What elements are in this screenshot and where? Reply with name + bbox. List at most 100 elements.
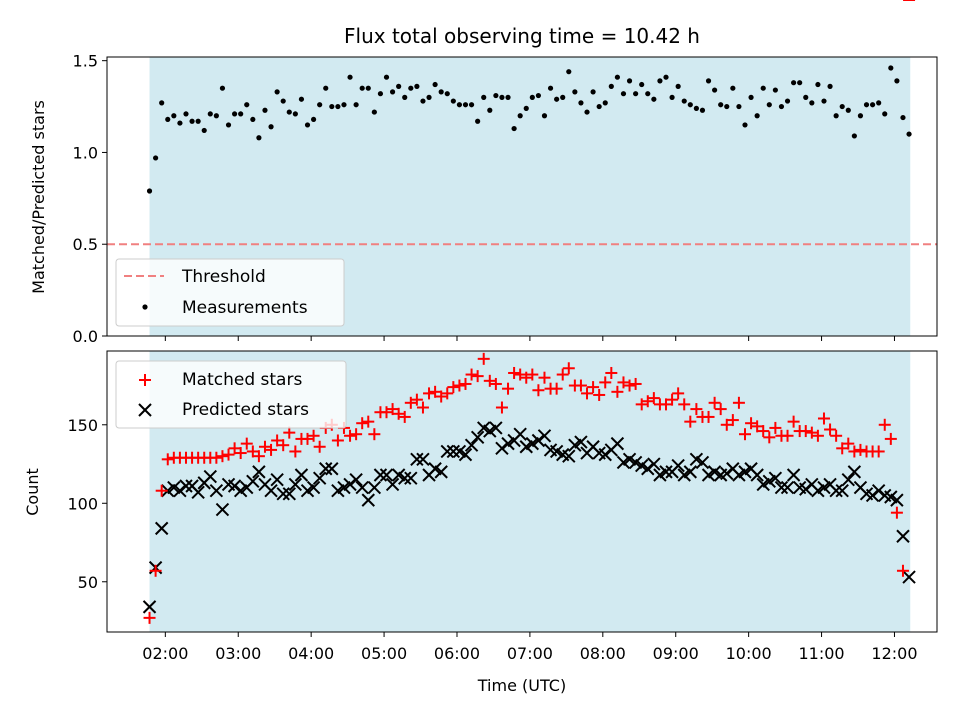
predicted-star-point — [537, 429, 552, 443]
predicted-star-point — [142, 600, 157, 614]
predicted-star-point — [282, 487, 296, 501]
predicted-star-point — [890, 493, 904, 507]
matched-star-point — [720, 418, 733, 431]
measurement-point — [833, 113, 839, 119]
matched-star-point — [532, 384, 545, 397]
chart-title: Flux total observing time = 10.42 h — [344, 24, 700, 48]
predicted-star-point — [215, 502, 230, 517]
measurement-point — [347, 74, 353, 80]
measurement-point — [250, 116, 256, 123]
predicted-star-point — [695, 455, 710, 470]
matched-star-point — [271, 434, 284, 447]
top-y-tick-label: 0.0 — [73, 327, 98, 346]
measurement-point — [535, 92, 542, 99]
matched-star-point — [350, 428, 363, 441]
matched-star-point — [495, 401, 508, 414]
measurement-point — [511, 125, 517, 132]
x-tick-label: 10:00 — [726, 644, 772, 663]
matched-star-point — [356, 417, 369, 430]
measurement-point — [663, 74, 669, 80]
predicted-stars-legend-swatch — [138, 403, 152, 417]
predicted-star-point — [373, 468, 388, 482]
measurement-point — [517, 113, 523, 119]
matched-star-point — [805, 426, 818, 439]
predicted-star-point — [325, 462, 339, 476]
matched-star-point — [447, 381, 460, 394]
measurement-point — [377, 91, 384, 97]
matched-star-point — [441, 387, 454, 400]
predicted-star-point — [379, 468, 394, 482]
matched-star-point — [660, 398, 673, 411]
top-axes-frame — [106, 56, 938, 337]
measurement-point — [705, 78, 712, 84]
matched-star-point — [617, 376, 630, 389]
x-tick-label: 12:00 — [871, 644, 917, 663]
matched-star-point — [690, 403, 703, 416]
threshold-legend-label: Threshold — [181, 267, 266, 287]
matched-star-point — [465, 368, 478, 381]
matched-star-point — [763, 431, 776, 444]
matched-star-point — [265, 443, 278, 456]
matched-star-point — [502, 382, 515, 395]
measurement-point — [456, 102, 463, 108]
measurement-point — [231, 111, 238, 117]
measurement-point — [280, 98, 286, 104]
matched-star-point — [666, 393, 679, 406]
measurement-point — [468, 102, 475, 108]
measurement-point — [578, 100, 584, 106]
measurement-point — [371, 109, 377, 115]
matched-star-point — [344, 429, 357, 442]
predicted-star-point — [385, 477, 400, 492]
matched-star-point — [416, 401, 429, 414]
measurement-point — [827, 83, 833, 89]
predicted-star-point — [209, 484, 224, 498]
x-tick-label: 03:00 — [215, 644, 261, 663]
measurement-point — [778, 103, 785, 110]
predicted-star-point — [464, 438, 479, 452]
measurement-point — [426, 94, 432, 100]
measurement-point — [450, 98, 456, 104]
matched-star-point — [684, 415, 697, 428]
matched-star-point — [745, 417, 758, 430]
matched-star-point — [824, 423, 837, 436]
measurement-point — [146, 188, 153, 194]
matched-star-point — [392, 407, 405, 420]
matched-star-point — [629, 377, 642, 390]
predicted-star-point — [446, 444, 461, 459]
measurement-point — [523, 105, 529, 111]
matched-star-point — [757, 425, 770, 438]
matched-star-point — [240, 437, 253, 450]
matched-star-point — [556, 368, 569, 381]
measurement-point — [547, 85, 554, 91]
measurement-point — [736, 103, 742, 110]
matched-star-point — [410, 393, 423, 406]
measurement-point — [863, 102, 870, 108]
measurement-point — [766, 102, 772, 108]
measurement-point — [213, 113, 219, 119]
matched-star-point — [246, 445, 259, 458]
measurement-point — [815, 81, 821, 88]
matched-star-point — [386, 403, 399, 416]
measurement-point — [681, 98, 687, 104]
predicted-star-point — [768, 471, 783, 485]
matched-star-point — [483, 374, 496, 387]
measurement-point — [444, 91, 450, 97]
measurement-point — [335, 103, 341, 110]
measurement-point — [675, 83, 681, 89]
measurement-point — [505, 94, 511, 100]
matched-star-point — [429, 385, 442, 398]
measurement-point — [487, 107, 493, 113]
bottom-y-tick-label: 100 — [67, 494, 98, 513]
measurement-point — [748, 94, 754, 100]
measurement-point — [645, 91, 651, 97]
measurement-point — [882, 111, 888, 117]
predicted-star-point — [398, 471, 412, 485]
matched-star-point — [562, 362, 575, 375]
matched-star-point — [635, 398, 648, 411]
measurement-point — [851, 133, 857, 139]
bottom-axes-frame — [106, 350, 938, 633]
matched-star-point — [842, 437, 855, 450]
measurement-point — [888, 65, 894, 71]
matched-star-point — [587, 381, 600, 394]
